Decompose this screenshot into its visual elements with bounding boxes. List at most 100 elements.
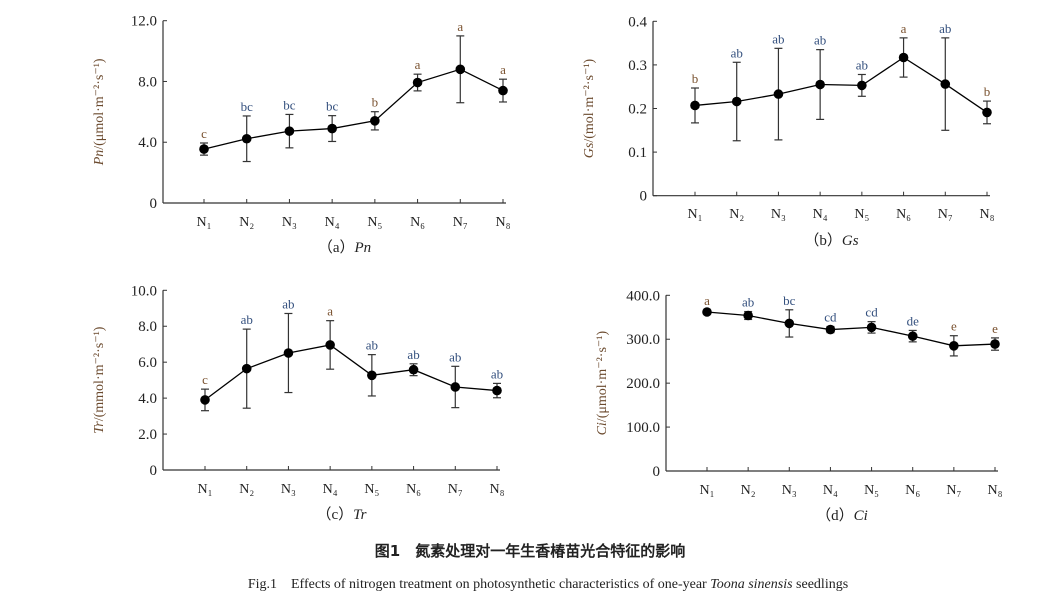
significance-letter: ab [449,349,461,364]
data-point [284,126,295,136]
data-point [731,96,742,107]
significance-letter: bc [283,97,296,112]
y-axis-label-var: Pn [92,150,107,167]
significance-letter: bc [241,99,254,114]
data-point [492,385,502,396]
y-axis-label-unit: /(mmol·m⁻²·s⁻¹) [92,326,107,421]
y-axis-label-unit: /(μmol·m⁻²·s⁻¹) [92,58,107,150]
x-tick-label: N₇ [453,215,468,230]
caption-en-suffix: seedlings [793,577,849,592]
significance-letter: bc [783,293,796,308]
x-tick-label: N₂ [741,483,756,498]
data-point [241,363,252,374]
x-tick-label: N₁ [688,207,703,222]
significance-letter: b [692,71,699,86]
significance-letter: ab [282,296,294,311]
y-axis-label-var: Tr [92,421,107,434]
significance-letter: c [201,126,207,141]
significance-letter: a [704,293,710,308]
panel-caption-var: Gs [842,233,859,249]
x-tick-label: N₆ [406,482,421,497]
x-tick-label: N₇ [946,483,961,498]
y-tick-label: 0.2 [628,102,647,118]
data-point [898,52,909,63]
y-axis-label-var: Gs [582,142,597,158]
y-axis-label: Pn/(μmol·m⁻²·s⁻¹) [92,58,107,166]
series-line [204,344,498,401]
significance-letter: a [500,62,506,77]
data-point [907,331,918,341]
significance-letter: a [415,57,421,72]
data-point [450,382,461,392]
significance-letter: ab [772,31,784,46]
x-tick-label: N₁ [197,215,212,230]
y-tick-label: 300.0 [626,332,660,348]
significance-letter: e [951,319,957,334]
panel-b: 00.10.20.30.4Gs/(mol·m⁻²·s⁻¹)N₁ N₂ N₃ N₄ N₅ N… [582,14,995,249]
panel-caption-var: Ci [854,508,868,524]
x-tick-label: N₆ [896,207,911,222]
y-tick-label: 0.1 [628,145,647,161]
y-axis-label-var: Ci [595,422,610,435]
figure-caption-cn: 图1 氮素处理对一年生香椿苗光合特征的影响 [375,542,685,560]
y-tick-label: 4.0 [138,391,157,407]
y-tick-label: 12.0 [131,14,157,30]
panel-caption: （a）Pn [318,239,371,256]
significance-letter: b [984,84,991,99]
data-point [367,370,377,381]
x-tick-label: N₅ [367,215,382,230]
x-tick-label: N₂ [239,215,254,230]
data-point [241,133,252,144]
series-line [694,56,988,113]
data-point [982,107,992,118]
data-point [940,79,951,89]
x-tick-label: N₈ [490,482,505,497]
y-tick-label: 400.0 [626,288,660,304]
data-point [743,310,753,321]
x-tick-label: N₆ [410,215,425,230]
data-point [325,340,335,350]
significance-letter: a [901,21,907,36]
data-point [690,100,700,111]
x-tick-label: N₄ [823,483,838,498]
significance-letter: e [992,321,998,336]
x-tick-label: N₄ [323,482,338,497]
panel-caption-prefix: （d） [816,507,854,524]
x-tick-label: N₈ [980,207,995,222]
y-tick-label: 100.0 [626,420,660,436]
data-point [327,123,337,134]
x-tick-label: N₈ [988,483,1003,498]
x-tick-label: N₇ [938,207,953,222]
panel-c: 02.04.06.08.010.0Tr/(mmol·m⁻²·s⁻¹)N₁ N₂ N₃… [92,283,505,523]
significance-letter: ab [814,33,826,48]
significance-letter: ab [366,338,378,353]
panel-caption: （d）Ci [816,507,868,524]
y-tick-label: 8.0 [138,74,157,90]
data-point [498,85,508,96]
panel-caption-prefix: （a） [318,239,355,256]
data-point [283,348,294,358]
y-tick-label: 200.0 [626,376,660,392]
significance-letter: ab [407,347,419,362]
data-point [866,322,877,333]
significance-letter: ab [856,57,868,72]
panel-caption-prefix: （c） [316,506,353,523]
data-point [370,116,380,126]
x-tick-label: N₃ [782,483,797,498]
x-tick-label: N₈ [496,215,511,230]
significance-letter: bc [326,99,339,114]
figure-caption-en: Fig.1 Effects of nitrogen treatment on p… [248,577,848,592]
significance-letter: ab [241,312,253,327]
y-tick-label: 0.4 [628,14,647,30]
x-tick-label: N₃ [771,207,786,222]
significance-letter: ab [939,21,951,36]
data-point [784,318,795,329]
y-tick-label: 6.0 [138,355,157,371]
y-tick-label: 8.0 [138,319,157,335]
x-tick-label: N₄ [325,215,340,230]
x-tick-label: N₅ [854,207,869,222]
data-point [773,89,784,99]
x-tick-label: N₄ [813,207,828,222]
x-tick-label: N₁ [700,483,715,498]
series-line [203,68,504,150]
